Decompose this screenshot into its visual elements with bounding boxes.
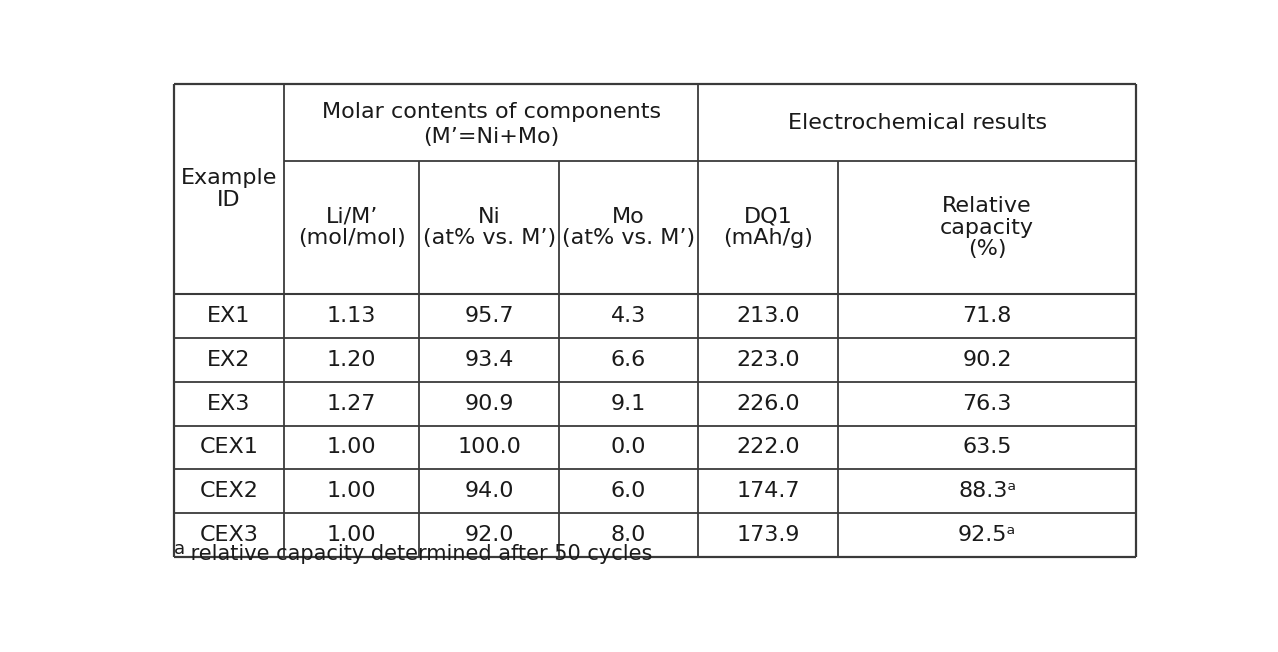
Text: (mol/mol): (mol/mol) bbox=[298, 228, 405, 248]
Text: Mo: Mo bbox=[612, 207, 645, 227]
Text: 1.00: 1.00 bbox=[327, 437, 377, 458]
Text: capacity: capacity bbox=[941, 218, 1034, 237]
Text: 93.4: 93.4 bbox=[464, 349, 514, 370]
Text: EX2: EX2 bbox=[207, 349, 250, 370]
Text: 100.0: 100.0 bbox=[458, 437, 521, 458]
Text: 90.2: 90.2 bbox=[962, 349, 1012, 370]
Text: Li/M’: Li/M’ bbox=[326, 207, 378, 227]
Text: 92.5ᵃ: 92.5ᵃ bbox=[958, 526, 1016, 545]
Text: Ni: Ni bbox=[478, 207, 501, 227]
Text: 1.00: 1.00 bbox=[327, 526, 377, 545]
Text: 63.5: 63.5 bbox=[962, 437, 1012, 458]
Text: 4.3: 4.3 bbox=[611, 306, 647, 326]
Text: 0.0: 0.0 bbox=[611, 437, 647, 458]
Text: (%): (%) bbox=[967, 239, 1006, 259]
Text: CEX1: CEX1 bbox=[199, 437, 258, 458]
Text: 6.0: 6.0 bbox=[611, 481, 647, 501]
Text: 95.7: 95.7 bbox=[464, 306, 514, 326]
Text: CEX2: CEX2 bbox=[199, 481, 258, 501]
Text: CEX3: CEX3 bbox=[199, 526, 258, 545]
Text: 76.3: 76.3 bbox=[962, 394, 1012, 413]
Text: 226.0: 226.0 bbox=[736, 394, 800, 413]
Text: 213.0: 213.0 bbox=[736, 306, 800, 326]
Text: 94.0: 94.0 bbox=[464, 481, 514, 501]
Text: Example: Example bbox=[180, 168, 277, 188]
Text: (at% vs. M’): (at% vs. M’) bbox=[423, 228, 556, 248]
Text: 92.0: 92.0 bbox=[464, 526, 514, 545]
Text: (mAh/g): (mAh/g) bbox=[723, 228, 813, 248]
Text: 9.1: 9.1 bbox=[611, 394, 647, 413]
Text: (at% vs. M’): (at% vs. M’) bbox=[562, 228, 695, 248]
Text: 223.0: 223.0 bbox=[736, 349, 800, 370]
Text: 88.3ᵃ: 88.3ᵃ bbox=[958, 481, 1016, 501]
Text: 6.6: 6.6 bbox=[611, 349, 647, 370]
Text: 1.00: 1.00 bbox=[327, 481, 377, 501]
Text: 71.8: 71.8 bbox=[962, 306, 1012, 326]
Text: 8.0: 8.0 bbox=[611, 526, 647, 545]
Text: Molar contents of components: Molar contents of components bbox=[322, 102, 661, 122]
Text: 222.0: 222.0 bbox=[736, 437, 800, 458]
Text: ID: ID bbox=[217, 190, 240, 210]
Text: EX3: EX3 bbox=[207, 394, 250, 413]
Text: relative capacity determined after 50 cycles: relative capacity determined after 50 cy… bbox=[184, 544, 652, 564]
Text: Electrochemical results: Electrochemical results bbox=[787, 113, 1047, 133]
Text: 174.7: 174.7 bbox=[736, 481, 800, 501]
Text: 90.9: 90.9 bbox=[464, 394, 514, 413]
Text: 173.9: 173.9 bbox=[736, 526, 800, 545]
Text: (M’=Ni+Mo): (M’=Ni+Mo) bbox=[423, 126, 560, 147]
Text: 1.20: 1.20 bbox=[327, 349, 376, 370]
Text: 1.13: 1.13 bbox=[327, 306, 376, 326]
Text: Relative: Relative bbox=[942, 196, 1031, 216]
Text: DQ1: DQ1 bbox=[744, 207, 792, 227]
Text: EX1: EX1 bbox=[207, 306, 250, 326]
Text: a: a bbox=[174, 540, 185, 558]
Text: 1.27: 1.27 bbox=[327, 394, 376, 413]
